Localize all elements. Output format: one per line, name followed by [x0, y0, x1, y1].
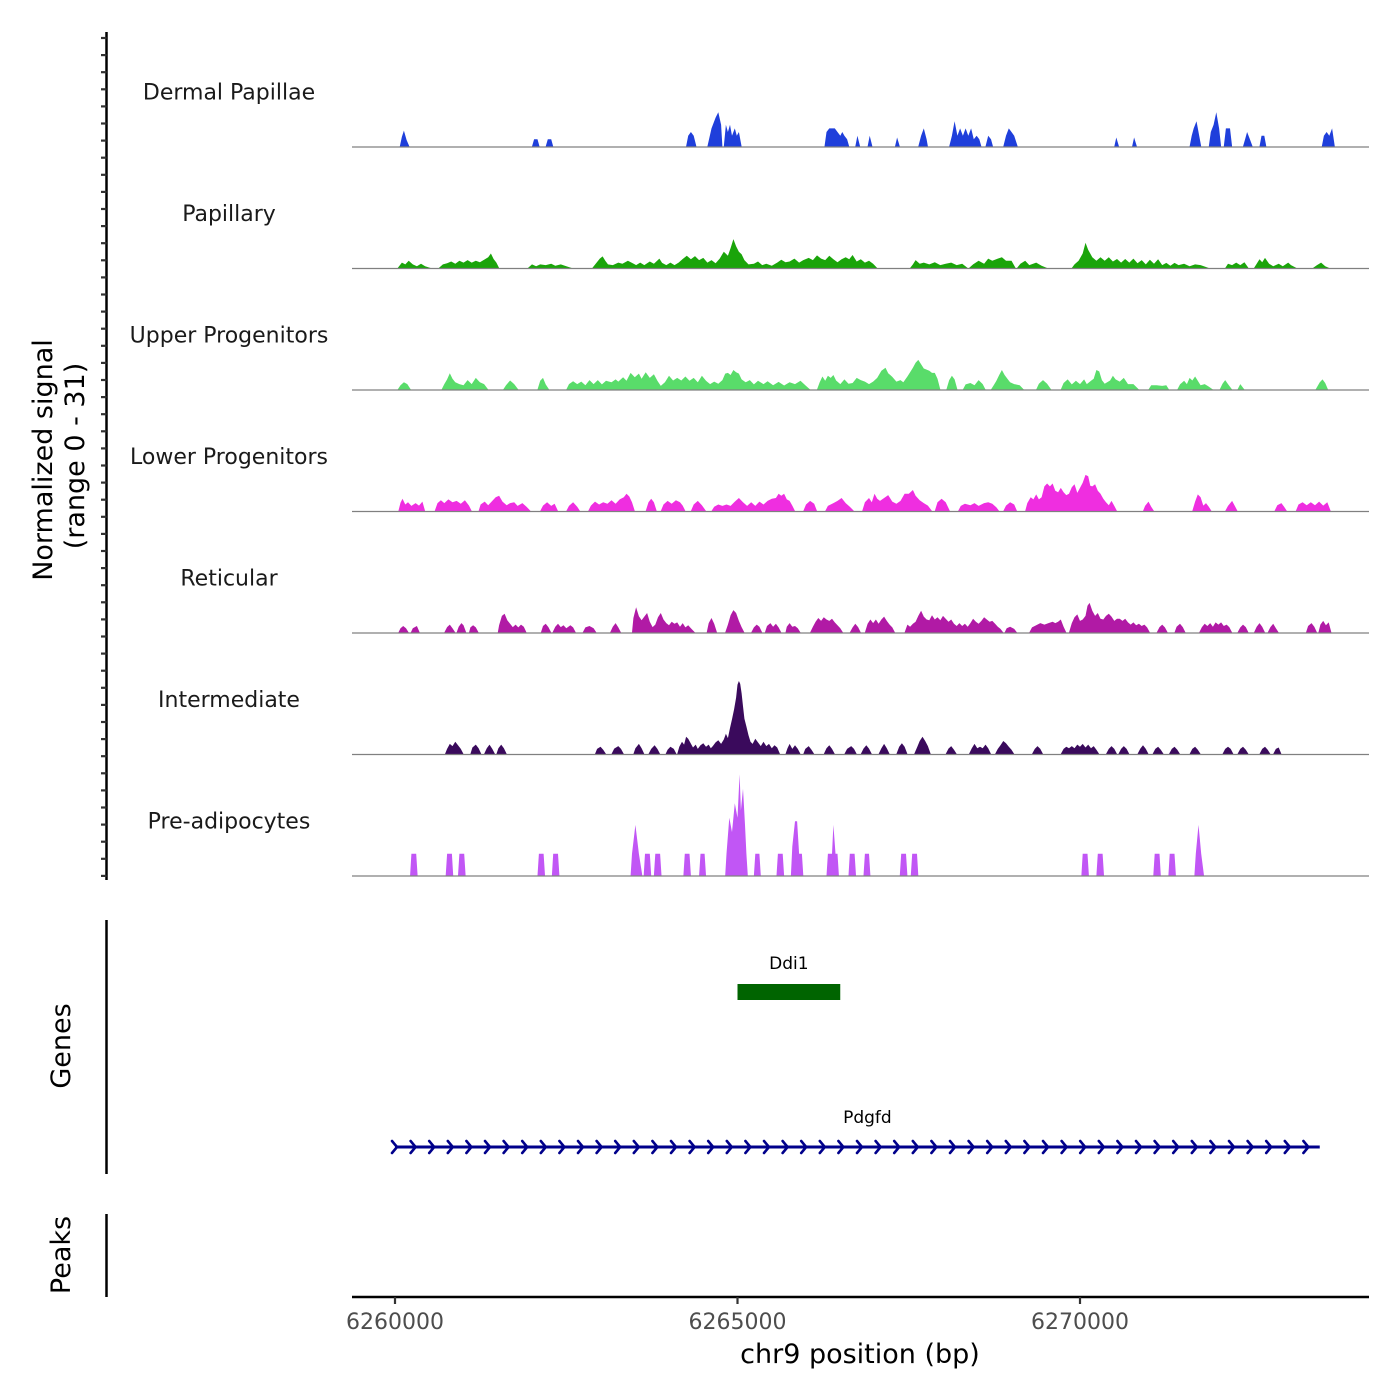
- signal-area-dermal-papillae: [399, 112, 1335, 147]
- strand-arrow: [1246, 1139, 1254, 1155]
- strand-arrow: [539, 1139, 548, 1155]
- strand-arrow: [725, 1139, 734, 1155]
- signal-area-upper-progenitors: [397, 359, 1328, 390]
- strand-arrow: [1171, 1139, 1180, 1155]
- x-tick-label: 6265000: [689, 1310, 787, 1335]
- strand-arrow: [967, 1139, 975, 1155]
- strand-arrow: [1097, 1139, 1106, 1155]
- track-intermediate: Intermediate: [158, 681, 1369, 756]
- strand-arrow: [1078, 1139, 1087, 1155]
- strand-arrow: [465, 1139, 473, 1155]
- strand-arrow: [1227, 1139, 1236, 1155]
- gene-track: Ddi1 Pdgfd: [390, 954, 1320, 1155]
- axes: 6260000 6265000 6270000: [101, 32, 1369, 1335]
- strand-arrow: [706, 1139, 715, 1155]
- strand-arrow: [502, 1139, 510, 1155]
- strand-arrow: [744, 1139, 752, 1155]
- strand-arrow: [483, 1139, 492, 1155]
- strand-arrow: [1302, 1139, 1310, 1155]
- genes-axis-title: Genes: [46, 1003, 77, 1088]
- strand-arrow: [874, 1139, 882, 1155]
- x-tick-label: 6260000: [346, 1310, 444, 1335]
- strand-arrow: [1004, 1139, 1013, 1155]
- track-label-pre-adipocytes: Pre-adipocytes: [148, 810, 311, 835]
- strand-arrow: [520, 1139, 529, 1155]
- signal-area-pre-adipocytes: [410, 774, 1205, 876]
- track-label-dermal-papillae: Dermal Papillae: [143, 81, 315, 106]
- gene-ddi1: Ddi1: [737, 954, 841, 1000]
- track-upper-progenitors: Upper Progenitors: [130, 324, 1369, 391]
- track-label-reticular: Reticular: [180, 567, 278, 592]
- strand-arrow: [1060, 1139, 1068, 1155]
- strand-arrow: [595, 1139, 603, 1155]
- signal-area-reticular: [398, 602, 1332, 633]
- strand-arrow: [985, 1139, 994, 1155]
- strand-arrow: [613, 1139, 622, 1155]
- strand-arrow: [948, 1139, 957, 1155]
- track-label-intermediate: Intermediate: [158, 688, 300, 713]
- strand-arrow: [837, 1139, 845, 1155]
- strand-arrow: [892, 1139, 901, 1155]
- strand-arrow: [1023, 1139, 1031, 1155]
- gene-label-pdgfd: Pdgfd: [843, 1108, 892, 1128]
- strand-arrow: [1264, 1139, 1273, 1155]
- strand-arrow: [558, 1139, 566, 1155]
- strand-arrow: [390, 1139, 399, 1155]
- strand-arrow: [576, 1139, 585, 1155]
- strand-arrow: [688, 1139, 696, 1155]
- signal-area-lower-progenitors: [398, 474, 1331, 511]
- strand-arrow: [427, 1139, 436, 1155]
- signal-area-papillary: [397, 239, 1330, 268]
- peaks-axis-title: Peaks: [46, 1216, 77, 1294]
- signal-area-intermediate: [445, 681, 1282, 754]
- strand-arrow: [855, 1139, 864, 1155]
- track-dermal-papillae: Dermal Papillae: [143, 81, 1369, 148]
- strand-arrow: [781, 1139, 789, 1155]
- strand-arrow: [1283, 1139, 1292, 1155]
- strand-arrow: [1153, 1139, 1161, 1155]
- track-lower-progenitors: Lower Progenitors: [130, 445, 1369, 513]
- track-label-lower-progenitors: Lower Progenitors: [130, 445, 328, 470]
- x-tick-label: 6270000: [1031, 1310, 1129, 1335]
- strand-arrow: [669, 1139, 678, 1155]
- coverage-tracks: Dermal Papillae Papillary Upper Progenitor…: [130, 81, 1369, 877]
- strand-arrow: [818, 1139, 827, 1155]
- strand-arrow: [409, 1139, 417, 1155]
- strand-arrow: [1209, 1139, 1217, 1155]
- signal-axis-range: (range 0 - 31): [60, 363, 91, 550]
- strand-arrow: [651, 1139, 659, 1155]
- x-axis-title: chr9 position (bp): [740, 1339, 980, 1370]
- strand-arrow: [446, 1139, 455, 1155]
- gene-label-ddi1: Ddi1: [769, 954, 808, 974]
- strand-arrow: [930, 1139, 938, 1155]
- track-label-upper-progenitors: Upper Progenitors: [130, 324, 329, 349]
- strand-arrow: [632, 1139, 641, 1155]
- track-papillary: Papillary: [182, 202, 1369, 270]
- strand-arrow: [799, 1139, 808, 1155]
- gene-pdgfd: Pdgfd: [390, 1108, 1320, 1155]
- strand-arrow: [1190, 1139, 1199, 1155]
- strand-arrow: [1041, 1139, 1050, 1155]
- track-label-papillary: Papillary: [182, 202, 276, 227]
- strand-arrow: [1116, 1139, 1124, 1155]
- signal-axis-title: Normalized signal: [28, 339, 59, 581]
- track-reticular: Reticular: [180, 567, 1369, 634]
- gene-body-ddi1: [737, 984, 841, 1000]
- strand-arrow: [911, 1139, 920, 1155]
- track-pre-adipocytes: Pre-adipocytes: [148, 774, 1369, 877]
- strand-arrow: [762, 1139, 771, 1155]
- strand-arrow: [1134, 1139, 1143, 1155]
